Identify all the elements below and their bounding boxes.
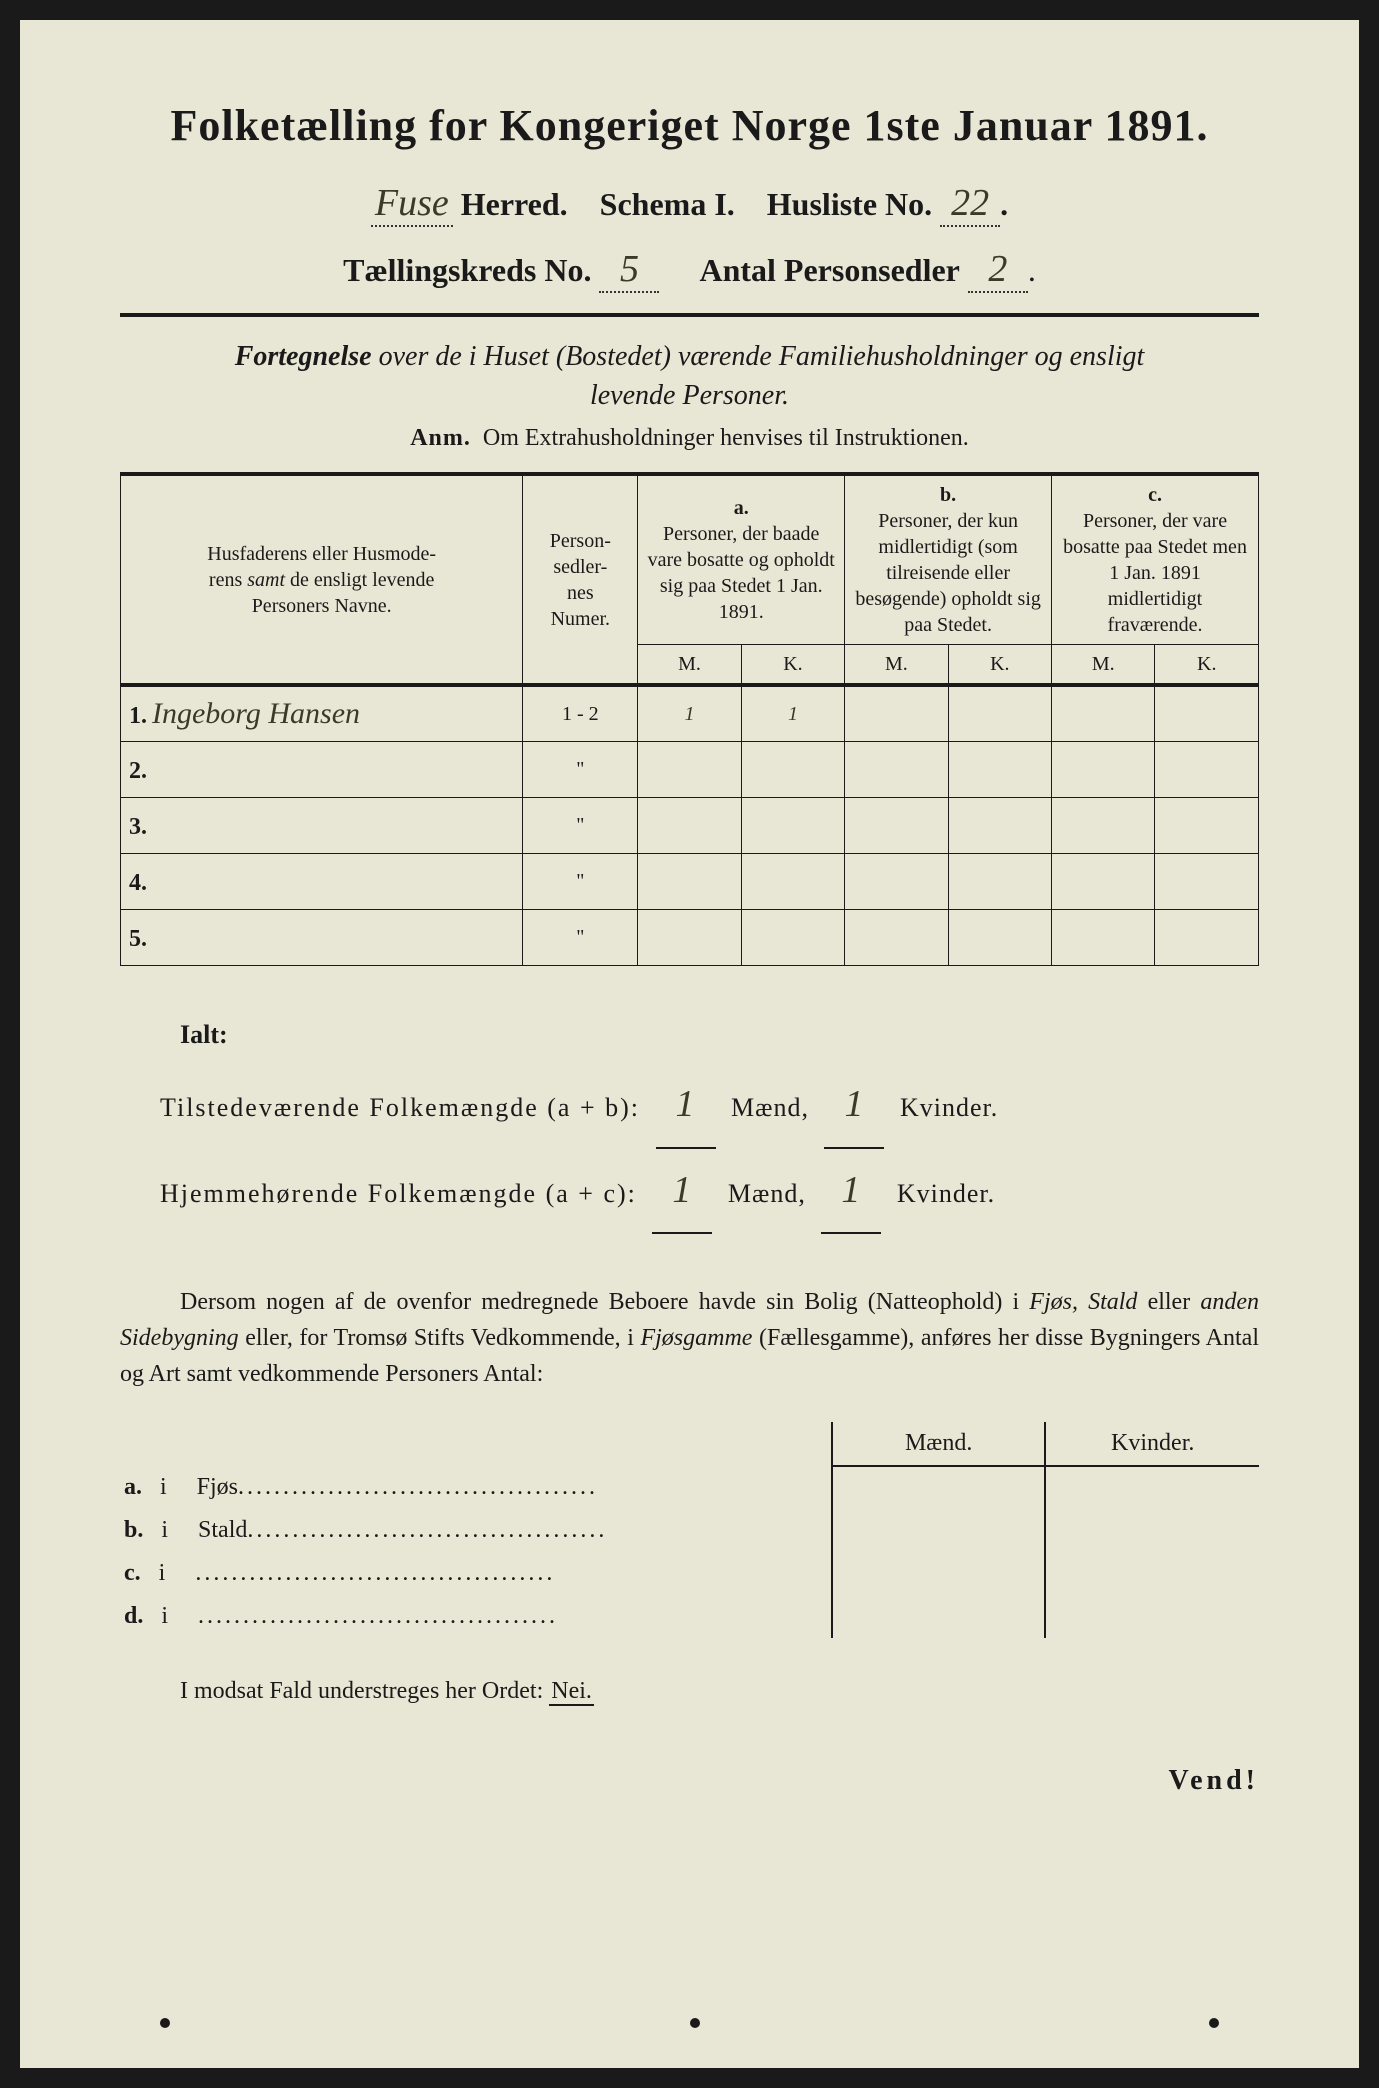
nei-line: I modsat Fald understreges her Ordet: Ne… [120,1678,1259,1705]
th-c-k: K. [1155,645,1259,686]
th-b-label: b. Personer, der kun midlertidigt (som t… [845,474,1052,645]
th-name: Husfaderens eller Husmode-rens samt de e… [121,474,523,685]
page-title: Folketælling for Kongeriget Norge 1ste J… [120,100,1259,151]
schema-label: Schema I. [600,186,735,222]
census-form-page: Folketælling for Kongeriget Norge 1ste J… [20,20,1359,2068]
antal-label: Antal Personsedler [699,252,959,288]
annotation: Anm. Om Extrahusholdninger henvises til … [120,425,1259,452]
kreds-label: Tællingskreds No. [343,252,591,288]
rule-1 [120,313,1259,317]
header-line-1: Fuse Herred. Schema I. Husliste No. 22. [120,181,1259,227]
punch-hole [690,2018,700,2028]
totals-line-2: Hjemmehørende Folkemængde (a + c): 1 Mæn… [160,1149,1259,1235]
th-b-k: K. [948,645,1051,686]
kreds-no: 5 [599,247,659,293]
th-num: Person-sedler-nesNumer. [523,474,638,685]
table-row: 2. " [121,741,1259,797]
ialt-label: Ialt: [180,1006,1259,1063]
building-section: Mænd. Kvinder. a. i Fjøs................… [120,1422,1259,1638]
main-table: Husfaderens eller Husmode-rens samt de e… [120,472,1259,966]
building-paragraph: Dersom nogen af de ovenfor medregnede Be… [120,1284,1259,1392]
th-b-m: M. [845,645,948,686]
husliste-no: 22 [940,181,1000,227]
header-line-2: Tællingskreds No. 5 Antal Personsedler 2… [120,247,1259,293]
totals-line-1: Tilstedeværende Folkemængde (a + b): 1 M… [160,1063,1259,1149]
antal-no: 2 [968,247,1028,293]
punch-hole [1209,2018,1219,2028]
punch-hole [160,2018,170,2028]
th-a-m: M. [638,645,741,686]
th-a-k: K. [741,645,844,686]
herred-label: Herred. [461,186,568,222]
anm-text: Om Extrahusholdninger henvises til Instr… [483,425,969,451]
building-row: b. i Stald..............................… [120,1509,1259,1552]
th-c-label: c. Personer, der vare bosatte paa Stedet… [1052,474,1259,645]
anm-label: Anm. [410,425,471,451]
building-maend-header: Mænd. [832,1422,1046,1466]
building-row: a. i Fjøs...............................… [120,1466,1259,1509]
table-row: 3. " [121,797,1259,853]
totals-section: Ialt: Tilstedeværende Folkemængde (a + b… [120,1006,1259,1234]
building-row: d. i ...................................… [120,1595,1259,1638]
subtitle: Fortegnelse over de i Huset (Bostedet) v… [120,337,1259,415]
husliste-label: Husliste No. [767,186,932,222]
herred-value: Fuse [371,181,453,227]
th-a-label: a. Personer, der baade vare bosatte og o… [638,474,845,645]
table-row: 4. " [121,853,1259,909]
table-row: 1. Ingeborg Hansen 1 - 2 1 1 [121,685,1259,741]
vend-label: Vend! [120,1765,1259,1797]
table-row: 5. " [121,909,1259,965]
nei-word: Nei. [549,1678,594,1706]
building-row: c. i ...................................… [120,1552,1259,1595]
building-kvinder-header: Kvinder. [1045,1422,1259,1466]
th-c-m: M. [1052,645,1155,686]
